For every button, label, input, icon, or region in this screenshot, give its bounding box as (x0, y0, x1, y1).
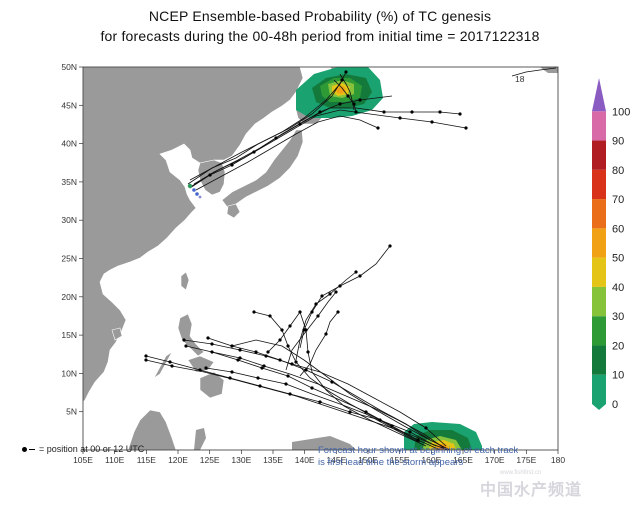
latitude-tick-label: 20N (61, 292, 77, 302)
landmass-taiwan (180, 271, 190, 291)
forecast-hour-note: Forecast hour shown at beginning of each… (318, 445, 518, 469)
colorbar-segment (592, 228, 606, 258)
latitude-axis: 5N 10N 15N 20N 25N 30N 35N 40N 45N 50N (61, 62, 83, 417)
colorbar-segment (592, 374, 606, 410)
colorbar-label: 40 (612, 282, 624, 294)
longitude-tick-label: 140E (295, 455, 315, 465)
colorbar-segment (592, 111, 606, 141)
longitude-tick-label: 130E (231, 455, 251, 465)
latitude-tick-label: 5N (66, 407, 77, 417)
latitude-tick-label: 10N (61, 368, 77, 378)
longitude-tick-label: 175E (516, 455, 536, 465)
latitude-tick-label: 45N (61, 100, 77, 110)
longitude-tick-label: 165E (453, 455, 473, 465)
latitude-tick-label: 25N (61, 254, 77, 264)
longitude-tick-label: 115E (137, 455, 157, 465)
longitude-axis: 105E 110E 115E 120E 125E 130E 135E 140E 145E 150E… (73, 450, 565, 465)
colorbar-label: 20 (612, 340, 624, 352)
latitude-tick-label: 15N (61, 330, 77, 340)
colorbar-label: 100 (612, 106, 630, 118)
watermark-logo: 中国水产频道 (480, 482, 583, 499)
colorbar-label: 10 (612, 370, 624, 382)
colorbar-segment (592, 169, 606, 200)
colorbar-label: 0 (612, 399, 618, 411)
watermark-url: www.fishfirst.cn (500, 470, 542, 476)
genesis-start-markers (187, 183, 202, 199)
position-dash-icon (29, 449, 35, 451)
landmass-new-guinea (292, 436, 356, 450)
longitude-tick-label: 125E (200, 455, 220, 465)
track-position-dots (144, 70, 468, 442)
probability-area-north (296, 67, 383, 118)
longitude-tick-label: 135E (263, 455, 283, 465)
forecast-hour-note-line2: is first lead time the storm appears (318, 457, 464, 468)
colorbar-segment (592, 257, 606, 287)
longitude-tick-label: 155E (390, 455, 410, 465)
landmass-luzon (177, 313, 205, 357)
landmass-sulawesi (194, 428, 206, 450)
longitude-tick-label: 180 (551, 455, 565, 465)
longitude-tick-label: 160E (421, 455, 441, 465)
colorbar-segment (592, 345, 606, 375)
far-east-track (511, 67, 557, 77)
colorbar-segment (592, 78, 606, 112)
longitude-tick-label: 150E (358, 455, 378, 465)
colorbar-segment (592, 316, 606, 346)
landmass-kyushu (226, 203, 241, 219)
forecast-hour-note-line1: Forecast hour shown at beginning of each… (318, 445, 519, 456)
position-dot-icon (22, 447, 27, 453)
colorbar-segment (592, 286, 606, 317)
probability-colorbar: 0 10 20 30 40 50 60 70 80 90 100 (592, 78, 630, 411)
landmass-borneo (127, 409, 177, 450)
colorbar-label: 60 (612, 223, 624, 235)
landmass-mindanao (199, 371, 225, 399)
longitude-tick-label: 145E (326, 455, 346, 465)
map-title-line2: for forecasts during the 00-48h period f… (100, 28, 540, 44)
probability-area-south (404, 422, 482, 450)
latitude-tick-label: 30N (61, 215, 77, 225)
landmass-hainan (111, 327, 123, 341)
longitude-tick-label: 105E (73, 455, 93, 465)
position-legend: = position at 00 or 12 UTC (22, 444, 144, 454)
landmass-japan (221, 129, 304, 209)
position-legend-text: = position at 00 or 12 UTC (39, 444, 145, 454)
latitude-tick-label: 35N (61, 177, 77, 187)
colorbar-label: 50 (612, 253, 624, 265)
longitude-tick-label: 110E (105, 455, 125, 465)
colorbar-label: 80 (612, 165, 624, 177)
latitude-tick-label: 40N (61, 139, 77, 149)
colorbar-label: 70 (612, 194, 624, 206)
latitude-tick-label: 50N (61, 62, 77, 72)
colorbar-segment (592, 140, 606, 170)
colorbar-label: 30 (612, 311, 624, 323)
landmass-palawan (153, 351, 173, 379)
track-hour-label: 18 (515, 74, 525, 84)
map-title-line1: NCEP Ensemble-based Probability (%) of T… (148, 8, 492, 24)
longitude-tick-label: 120E (168, 455, 188, 465)
colorbar-label: 90 (612, 136, 624, 148)
colorbar-segment (592, 199, 606, 229)
longitude-tick-label: 170E (485, 455, 505, 465)
